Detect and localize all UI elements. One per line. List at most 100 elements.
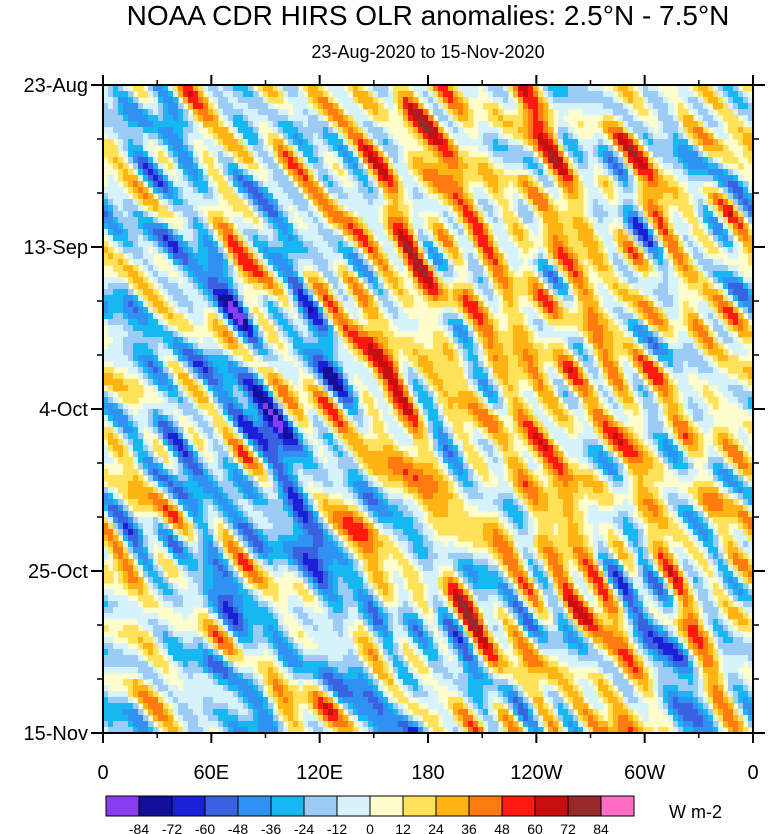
- heatmap-cell: [588, 193, 594, 200]
- heatmap-cell: [148, 283, 154, 290]
- heatmap-cell: [718, 307, 724, 314]
- heatmap-cell: [543, 151, 549, 158]
- heatmap-cell: [253, 349, 259, 356]
- heatmap-cell: [308, 169, 314, 176]
- heatmap-cell: [513, 139, 519, 146]
- heatmap-cell: [288, 217, 294, 224]
- heatmap-cell: [343, 241, 349, 248]
- heatmap-cell: [368, 337, 374, 344]
- heatmap-cell: [218, 91, 224, 98]
- heatmap-cell: [193, 223, 199, 230]
- heatmap-cell: [218, 265, 224, 272]
- heatmap-cell: [473, 175, 479, 182]
- heatmap-cell: [153, 115, 159, 122]
- heatmap-cell: [668, 301, 674, 308]
- heatmap-cell: [548, 145, 554, 152]
- heatmap-cell: [163, 121, 169, 128]
- heatmap-cell: [218, 133, 224, 140]
- heatmap-cell: [368, 163, 374, 170]
- heatmap-cell: [163, 199, 169, 206]
- heatmap-cell: [323, 319, 329, 326]
- heatmap-cell: [203, 229, 209, 236]
- heatmap-cell: [143, 295, 149, 302]
- heatmap-cell: [418, 91, 424, 98]
- heatmap-cell: [278, 253, 284, 260]
- heatmap-cell: [688, 145, 694, 152]
- heatmap-cell: [583, 271, 589, 278]
- heatmap-cell: [678, 337, 684, 344]
- heatmap-cell: [413, 265, 419, 272]
- heatmap-cell: [673, 307, 679, 314]
- heatmap-cell: [418, 283, 424, 290]
- heatmap-cell: [183, 91, 189, 98]
- heatmap-cell: [618, 109, 624, 116]
- heatmap-cell: [168, 97, 174, 104]
- heatmap-cell: [368, 193, 374, 200]
- heatmap-cell: [568, 139, 574, 146]
- heatmap-cell: [653, 217, 659, 224]
- heatmap-cell: [618, 103, 624, 110]
- heatmap-cell: [448, 259, 454, 266]
- heatmap-cell: [208, 187, 214, 194]
- heatmap-cell: [468, 175, 474, 182]
- heatmap-cell: [483, 145, 489, 152]
- heatmap-cell: [163, 235, 169, 242]
- heatmap-cell: [458, 115, 464, 122]
- heatmap-cell: [333, 247, 339, 254]
- heatmap-cell: [128, 109, 134, 116]
- heatmap-cell: [178, 331, 184, 338]
- heatmap-cell: [153, 229, 159, 236]
- heatmap-cell: [203, 241, 209, 248]
- heatmap-cell: [278, 193, 284, 200]
- heatmap-cell: [243, 241, 249, 248]
- heatmap-cell: [353, 283, 359, 290]
- heatmap-cell: [163, 145, 169, 152]
- heatmap-cell: [478, 277, 484, 284]
- heatmap-cell: [298, 169, 304, 176]
- heatmap-cell: [338, 199, 344, 206]
- heatmap-cell: [333, 205, 339, 212]
- heatmap-cell: [313, 115, 319, 122]
- heatmap-cell: [663, 97, 669, 104]
- heatmap-cell: [678, 169, 684, 176]
- heatmap-cell: [708, 223, 714, 230]
- heatmap-cell: [493, 211, 499, 218]
- heatmap-cell: [328, 97, 334, 104]
- heatmap-cell: [663, 229, 669, 236]
- heatmap-cell: [603, 271, 609, 278]
- heatmap-cell: [633, 271, 639, 278]
- heatmap-cell: [153, 139, 159, 146]
- heatmap-cell: [638, 121, 644, 128]
- heatmap-cell: [693, 169, 699, 176]
- heatmap-cell: [568, 241, 574, 248]
- heatmap-cell: [498, 229, 504, 236]
- heatmap-cell: [593, 241, 599, 248]
- heatmap-cell: [353, 91, 359, 98]
- heatmap-cell: [628, 175, 634, 182]
- heatmap-cell: [738, 205, 744, 212]
- heatmap-cell: [593, 217, 599, 224]
- heatmap-cell: [678, 127, 684, 134]
- heatmap-cell: [683, 127, 689, 134]
- heatmap-cell: [648, 337, 654, 344]
- heatmap-cell: [343, 229, 349, 236]
- heatmap-cell: [528, 331, 534, 338]
- heatmap-cell: [403, 289, 409, 296]
- heatmap-cell: [318, 283, 324, 290]
- heatmap-cell: [623, 295, 629, 302]
- heatmap-cell: [233, 139, 239, 146]
- heatmap-cell: [113, 91, 119, 98]
- heatmap-cell: [108, 325, 114, 332]
- heatmap-cell: [173, 343, 179, 350]
- heatmap-cell: [198, 211, 204, 218]
- heatmap-cell: [598, 205, 604, 212]
- heatmap-cell: [178, 211, 184, 218]
- heatmap-cell: [678, 163, 684, 170]
- heatmap-cell: [573, 253, 579, 260]
- heatmap-cell: [418, 133, 424, 140]
- heatmap-cell: [528, 205, 534, 212]
- heatmap-cell: [313, 91, 319, 98]
- heatmap-cell: [628, 277, 634, 284]
- heatmap-cell: [353, 121, 359, 128]
- heatmap-cell: [488, 127, 494, 134]
